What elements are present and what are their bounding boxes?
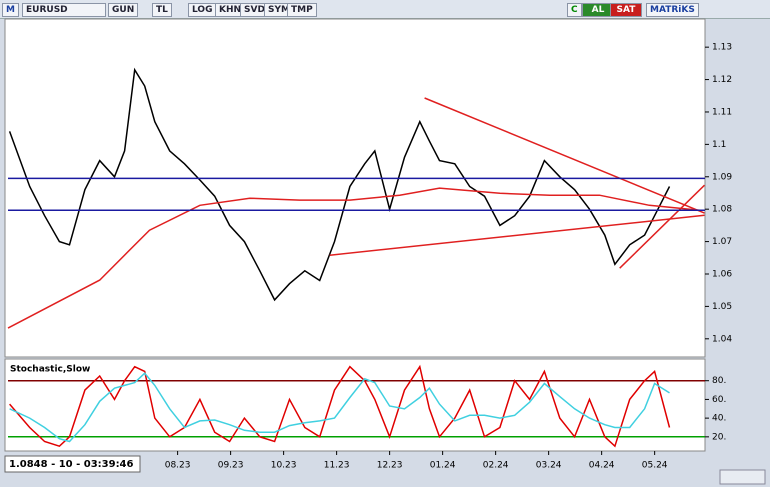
toolbar: M EURUSD GUN TL LOG KHN SVD SYM TMP C AL… — [0, 0, 770, 19]
stoch-panel — [4, 358, 706, 452]
status-box — [4, 455, 141, 473]
y-tick-label: 1.1 — [712, 140, 726, 150]
price-panel — [4, 18, 706, 358]
x-tick-label: 10.23 — [271, 461, 297, 471]
panel-title: Stochastic,Slow — [10, 365, 90, 375]
btn[interactable]: KHN — [215, 3, 246, 17]
y-tick-label: 60. — [712, 395, 726, 405]
y-tick-label: 20. — [712, 432, 726, 442]
y-tick-label: 1.12 — [712, 75, 732, 85]
x-tick-label: 12.23 — [377, 461, 403, 471]
x-tick-label: 11.23 — [324, 461, 350, 471]
x-tick-label: 08.23 — [165, 461, 191, 471]
btn[interactable]: TL — [152, 3, 172, 17]
x-tick-label: 03.24 — [536, 461, 562, 471]
scroll[interactable] — [719, 469, 766, 485]
x-tick-label: 09.23 — [218, 461, 244, 471]
y-tick-label: 80. — [712, 376, 726, 386]
y-tick-label: 1.07 — [712, 237, 732, 247]
y-tick-label: 1.09 — [712, 172, 732, 182]
status: 1.0848 - 10 - 03:39:46 — [9, 459, 134, 470]
series-line — [329, 214, 705, 256]
x-tick-label: 04.24 — [589, 461, 615, 471]
y-tick-label: 1.04 — [712, 334, 732, 344]
y-tick-label: 1.13 — [712, 43, 732, 53]
x-tick-label: 02.24 — [483, 461, 509, 471]
series-line — [7, 187, 700, 329]
series-line — [9, 364, 671, 448]
c-btn[interactable]: C — [567, 3, 582, 17]
series-line — [9, 372, 670, 443]
symbol[interactable]: EURUSD — [22, 3, 106, 17]
y-tick-label: 1.05 — [712, 302, 732, 312]
y-tick-label: 40. — [712, 414, 726, 424]
btn[interactable]: GUN — [108, 3, 139, 17]
x-tick-label: 05.24 — [642, 461, 668, 471]
btn[interactable]: TMP — [287, 3, 317, 17]
series-line — [424, 97, 705, 214]
logo[interactable]: M — [2, 3, 19, 17]
y-tick-label: 1.11 — [712, 107, 732, 117]
y-tick-label: 1.08 — [712, 205, 732, 215]
y-tick-label: 1.06 — [712, 269, 732, 279]
brand: MATRiKS — [646, 3, 699, 17]
series-line — [619, 184, 706, 269]
x-tick-label: 01.24 — [430, 461, 456, 471]
sell[interactable]: SAT — [610, 3, 642, 17]
